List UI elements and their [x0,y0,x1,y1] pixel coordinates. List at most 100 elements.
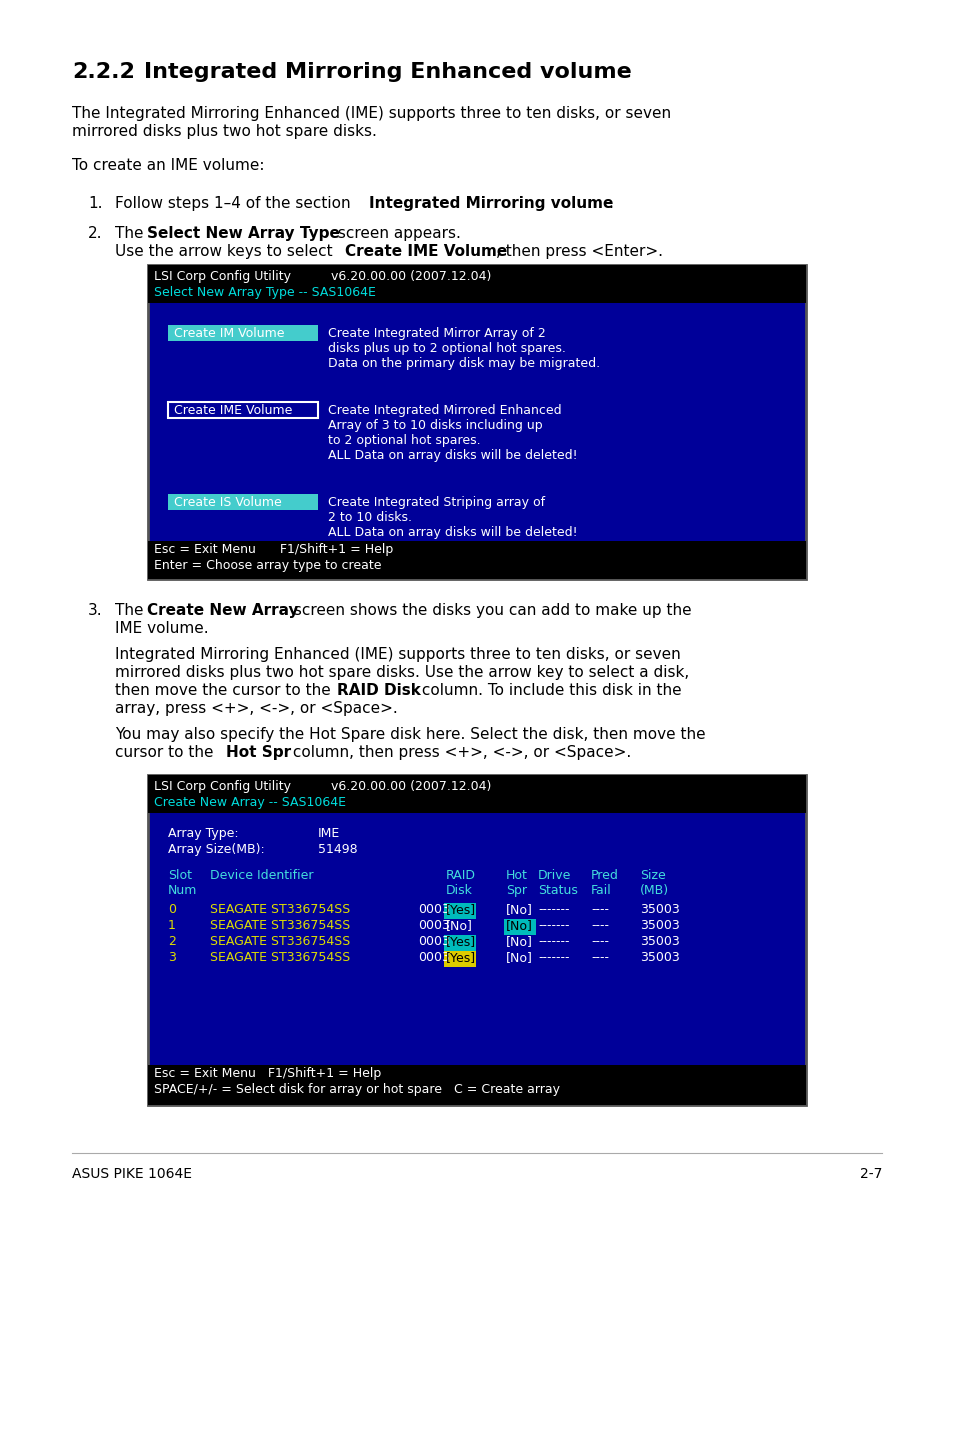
Text: Integrated Mirroring Enhanced (IME) supports three to ten disks, or seven: Integrated Mirroring Enhanced (IME) supp… [115,647,680,661]
Text: Size: Size [639,869,665,881]
Text: [Yes]: [Yes] [446,935,476,948]
Text: [No]: [No] [505,919,533,932]
Text: -------: ------- [537,903,569,916]
Bar [148,265,805,580]
Bar [503,919,536,935]
Text: Select New Array Type: Select New Array Type [147,226,339,242]
Text: array, press <+>, <->, or <Space>.: array, press <+>, <->, or <Space>. [115,700,397,716]
Bar [148,265,805,303]
Text: screen shows the disks you can add to make up the: screen shows the disks you can add to ma… [288,603,691,618]
Text: 3.: 3. [88,603,103,618]
Text: disks plus up to 2 optional hot spares.: disks plus up to 2 optional hot spares. [328,342,565,355]
Text: Disk: Disk [446,884,473,897]
Text: -------: ------- [537,935,569,948]
Text: SEAGATE ST336754SS: SEAGATE ST336754SS [210,951,350,963]
Text: [No]: [No] [505,935,533,948]
Text: Hot Spr: Hot Spr [226,745,291,761]
Bar [443,903,476,919]
Text: 35003: 35003 [639,903,679,916]
Text: 0003: 0003 [417,935,450,948]
Text: RAID: RAID [446,869,476,881]
Text: 2.2.2: 2.2.2 [71,62,134,82]
Text: Create IME Volume: Create IME Volume [345,244,507,259]
Text: .: . [608,196,613,211]
Text: Select New Array Type -- SAS1064E: Select New Array Type -- SAS1064E [153,286,375,299]
Text: Create Integrated Mirror Array of 2: Create Integrated Mirror Array of 2 [328,326,545,339]
Text: SPACE/+/- = Select disk for array or hot spare   C = Create array: SPACE/+/- = Select disk for array or hot… [153,1083,559,1096]
Bar [168,325,317,341]
Text: to 2 optional hot spares.: to 2 optional hot spares. [328,434,480,447]
Text: ----: ---- [590,919,608,932]
Text: 2.: 2. [88,226,102,242]
Text: 0: 0 [168,903,175,916]
Text: [No]: [No] [505,951,533,963]
Text: Create IM Volume: Create IM Volume [173,326,284,339]
Text: Create New Array: Create New Array [147,603,298,618]
Text: Slot: Slot [168,869,192,881]
Text: 1.: 1. [88,196,102,211]
Text: cursor to the: cursor to the [115,745,218,761]
Text: Integrated Mirroring Enhanced volume: Integrated Mirroring Enhanced volume [144,62,631,82]
Text: -------: ------- [537,951,569,963]
Text: ----: ---- [590,903,608,916]
Text: Create IME Volume: Create IME Volume [173,404,292,417]
Text: 2-7: 2-7 [859,1168,882,1181]
Text: 1: 1 [168,919,175,932]
Text: 2: 2 [168,935,175,948]
Text: 35003: 35003 [639,935,679,948]
Text: Pred: Pred [590,869,618,881]
Text: 0003: 0003 [417,919,450,932]
Text: 35003: 35003 [639,919,679,932]
Bar [148,775,805,812]
Text: column. To include this disk in the: column. To include this disk in the [416,683,681,697]
Text: Drive: Drive [537,869,571,881]
Text: Use the arrow keys to select: Use the arrow keys to select [115,244,337,259]
Text: column, then press <+>, <->, or <Space>.: column, then press <+>, <->, or <Space>. [288,745,631,761]
Text: To create an IME volume:: To create an IME volume: [71,158,264,173]
Text: You may also specify the Hot Spare disk here. Select the disk, then move the: You may also specify the Hot Spare disk … [115,728,705,742]
Text: then move the cursor to the: then move the cursor to the [115,683,335,697]
Text: ----: ---- [590,935,608,948]
Text: Array Size(MB):: Array Size(MB): [168,843,265,856]
Text: Hot: Hot [505,869,527,881]
Text: ALL Data on array disks will be deleted!: ALL Data on array disks will be deleted! [328,526,577,539]
Text: Integrated Mirroring volume: Integrated Mirroring volume [369,196,613,211]
Bar [168,403,317,418]
Text: Follow steps 1–4 of the section: Follow steps 1–4 of the section [115,196,355,211]
Text: Status: Status [537,884,578,897]
Text: Array of 3 to 10 disks including up: Array of 3 to 10 disks including up [328,418,542,431]
Bar [443,935,476,951]
Bar [148,1066,805,1104]
Text: Create Integrated Striping array of: Create Integrated Striping array of [328,496,544,509]
Text: Create IS Volume: Create IS Volume [173,496,281,509]
Text: SEAGATE ST336754SS: SEAGATE ST336754SS [210,903,350,916]
Text: -------: ------- [537,919,569,932]
Text: Data on the primary disk may be migrated.: Data on the primary disk may be migrated… [328,357,599,370]
Text: Spr: Spr [505,884,526,897]
Text: [No]: [No] [505,903,533,916]
Text: Device Identifier: Device Identifier [210,869,314,881]
Text: Esc = Exit Menu      F1/Shift+1 = Help: Esc = Exit Menu F1/Shift+1 = Help [153,544,393,557]
Text: 2 to 10 disks.: 2 to 10 disks. [328,510,412,523]
Text: ----: ---- [590,951,608,963]
Text: 3: 3 [168,951,175,963]
Bar [168,495,317,510]
Text: ASUS PIKE 1064E: ASUS PIKE 1064E [71,1168,192,1181]
Text: LSI Corp Config Utility          v6.20.00.00 (2007.12.04): LSI Corp Config Utility v6.20.00.00 (200… [153,270,491,283]
Text: SEAGATE ST336754SS: SEAGATE ST336754SS [210,935,350,948]
Text: Create New Array -- SAS1064E: Create New Array -- SAS1064E [153,797,346,810]
Text: [Yes]: [Yes] [446,903,476,916]
Text: (MB): (MB) [639,884,668,897]
Text: [Yes]: [Yes] [446,951,476,963]
Text: ALL Data on array disks will be deleted!: ALL Data on array disks will be deleted! [328,449,577,462]
Text: Esc = Exit Menu   F1/Shift+1 = Help: Esc = Exit Menu F1/Shift+1 = Help [153,1067,381,1080]
Text: RAID Disk: RAID Disk [337,683,421,697]
Text: , then press <Enter>.: , then press <Enter>. [496,244,662,259]
Text: IME: IME [317,827,340,840]
Text: The: The [115,603,149,618]
Text: 0003: 0003 [417,903,450,916]
Text: The: The [115,226,149,242]
Text: IME volume.: IME volume. [115,621,209,636]
Text: LSI Corp Config Utility          v6.20.00.00 (2007.12.04): LSI Corp Config Utility v6.20.00.00 (200… [153,779,491,792]
Text: Array Type:: Array Type: [168,827,238,840]
